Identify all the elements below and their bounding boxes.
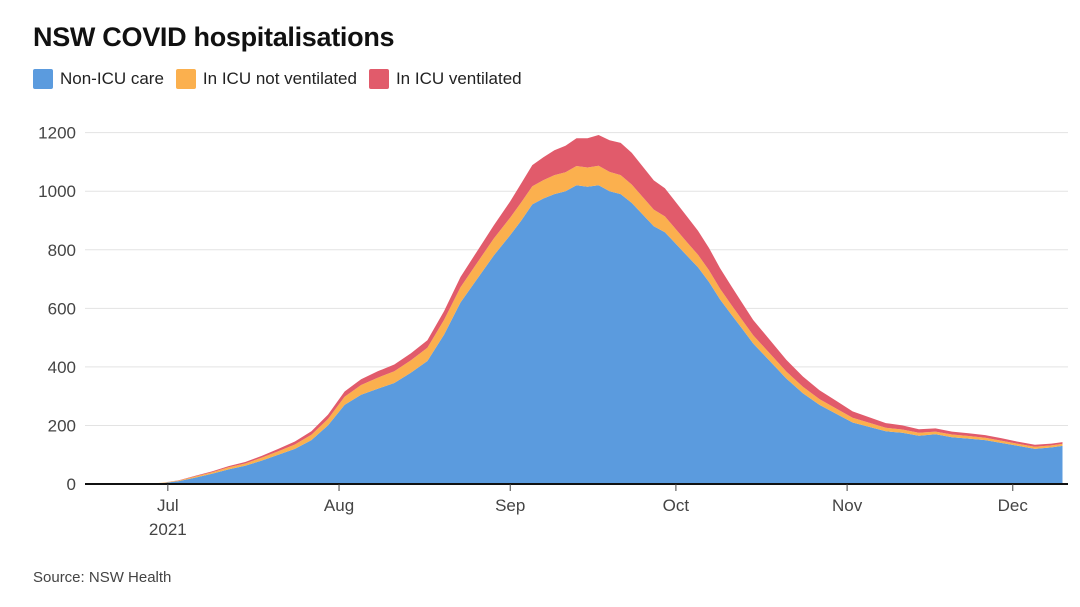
legend-label-icu-ventilated: In ICU ventilated [395,69,522,88]
legend-item-non-icu: Non-ICU care [33,69,164,89]
y-tick-label: 0 [67,475,76,494]
x-tick-label: Aug [324,496,354,515]
y-tick-label: 600 [48,299,76,318]
series-areas [85,135,1063,485]
legend-label-icu-not-ventilated: In ICU not ventilated [202,69,357,88]
x-tick-label: Nov [832,496,863,515]
x-tick-sublabel: 2021 [149,520,187,539]
source-note: Source: NSW Health [33,569,172,586]
legend-item-icu-not-ventilated: In ICU not ventilated [175,69,357,89]
legend-swatch-icu-ventilated [368,69,389,89]
chart-title: NSW COVID hospitalisations [33,22,395,52]
y-tick-label: 200 [48,416,76,435]
y-tick-label: 800 [48,241,76,260]
x-tick-label: Dec [998,496,1029,515]
legend: Non-ICU care In ICU not ventilated In IC… [33,69,534,89]
area-series-non-icu-care [85,185,1063,485]
legend-swatch-icu-not-ventilated [175,69,196,89]
legend-item-icu-ventilated: In ICU ventilated [368,69,522,89]
y-tick-label: 1200 [38,124,76,143]
legend-swatch-non-icu [33,69,53,89]
y-tick-label: 1000 [38,182,76,201]
x-tick-label: Sep [495,496,525,515]
legend-label-non-icu: Non-ICU care [60,69,164,88]
axes: Jul 2021 Aug Sep Oct Nov Dec [85,483,1068,539]
area-series-in-icu-ventilated [85,135,1063,484]
x-tick-label: Oct [663,496,690,515]
y-tick-label: 400 [48,358,76,377]
x-tick-label: Jul [157,496,179,515]
